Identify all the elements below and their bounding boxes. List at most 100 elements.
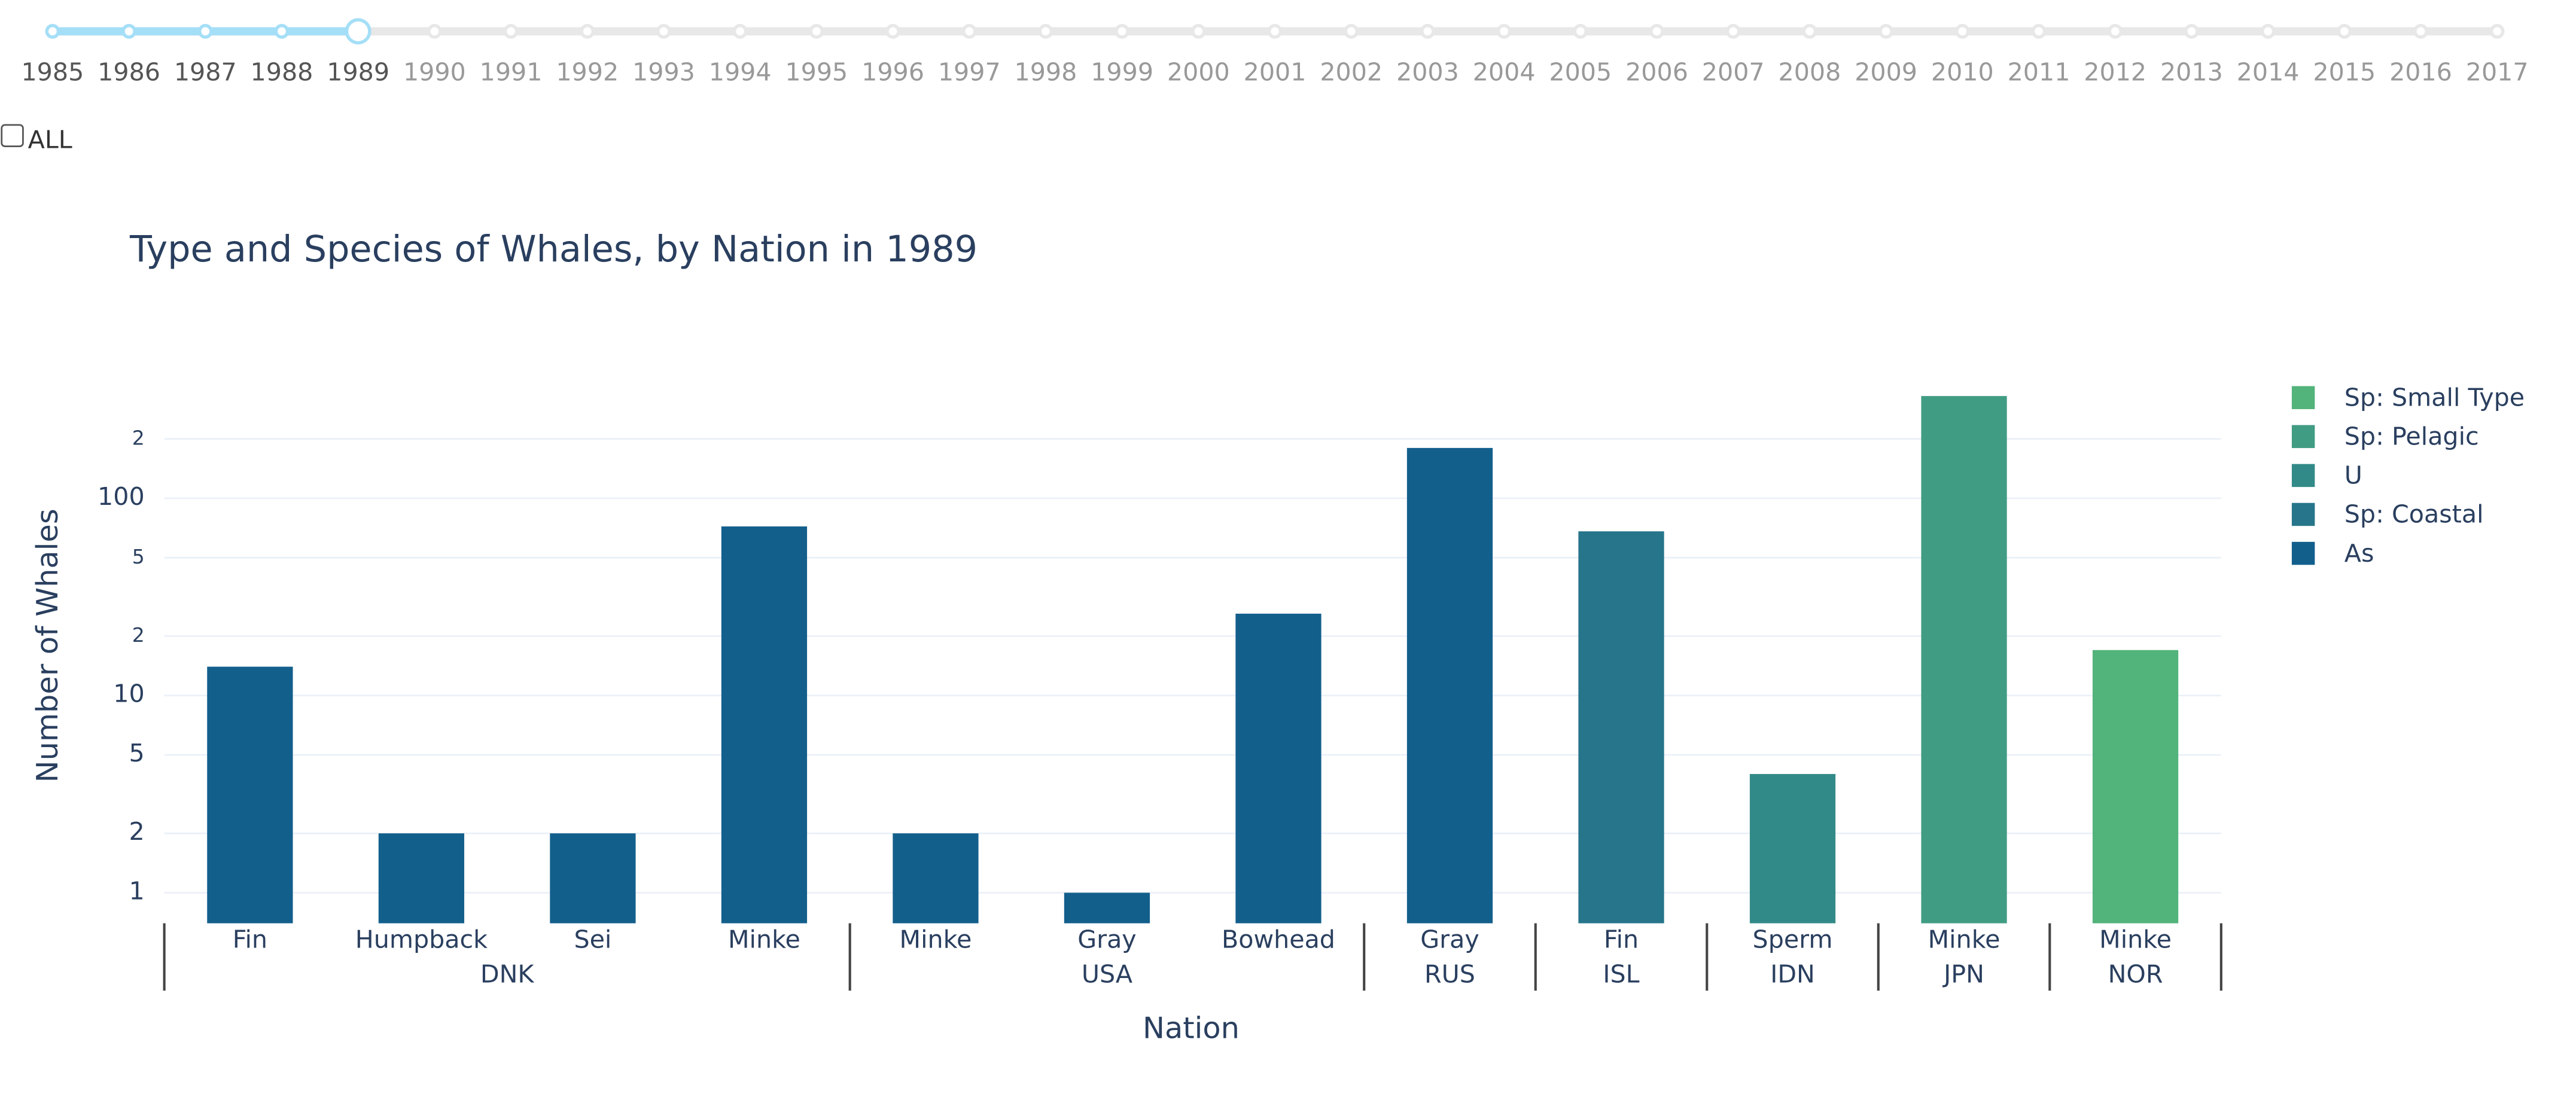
legend-swatch[interactable] bbox=[2291, 425, 2315, 449]
slider-year-label[interactable]: 2001 bbox=[1244, 58, 1307, 87]
legend-swatch[interactable] bbox=[2291, 386, 2315, 409]
slider-step[interactable] bbox=[45, 23, 60, 39]
y-tick-label: 2 bbox=[132, 623, 145, 647]
bar bbox=[1406, 447, 1493, 924]
slider-step[interactable] bbox=[2031, 23, 2047, 39]
x-tick-label: Sei bbox=[574, 925, 611, 954]
slider-step[interactable] bbox=[2489, 23, 2505, 39]
legend-swatch[interactable] bbox=[2291, 541, 2315, 565]
bar bbox=[550, 833, 636, 924]
slider-step[interactable] bbox=[121, 23, 136, 39]
y-tick-label: 1 bbox=[129, 876, 144, 905]
slider-step[interactable] bbox=[2108, 23, 2123, 39]
legend-label[interactable]: Sp: Coastal bbox=[2344, 500, 2484, 529]
x-group-label: RUS bbox=[1424, 959, 1475, 988]
legend-swatch[interactable] bbox=[2291, 464, 2315, 488]
y-tick-label: 10 bbox=[113, 680, 144, 708]
slider-year-label[interactable]: 2002 bbox=[1320, 58, 1383, 87]
slider-year-label[interactable]: 1998 bbox=[1015, 58, 1077, 87]
bar bbox=[2092, 650, 2179, 924]
slider-step[interactable] bbox=[656, 23, 671, 39]
slider-year-label[interactable]: 1986 bbox=[98, 58, 160, 87]
slider-year-label[interactable]: 2010 bbox=[1931, 58, 1994, 87]
slider-step[interactable] bbox=[2337, 23, 2352, 39]
slider-year-label[interactable]: 1992 bbox=[556, 58, 619, 87]
legend-label[interactable]: U bbox=[2344, 461, 2362, 490]
slider-year-label[interactable]: 1999 bbox=[1091, 58, 1153, 87]
slider-step[interactable] bbox=[1190, 23, 1206, 39]
slider-step[interactable] bbox=[1649, 23, 1664, 39]
slider-step[interactable] bbox=[1267, 23, 1283, 39]
slider-step[interactable] bbox=[1344, 23, 1359, 39]
x-tick-label: Minke bbox=[1928, 925, 2000, 954]
legend-label[interactable]: Sp: Pelagic bbox=[2344, 422, 2479, 451]
slider-year-label[interactable]: 1993 bbox=[632, 58, 695, 87]
slider-year-label[interactable]: 2003 bbox=[1396, 58, 1459, 87]
slider-step[interactable] bbox=[1725, 23, 1741, 39]
bar bbox=[721, 526, 808, 924]
slider-step[interactable] bbox=[427, 23, 442, 39]
slider-step[interactable] bbox=[961, 23, 977, 39]
slider-step[interactable] bbox=[1496, 23, 1512, 39]
slider-year-label[interactable]: 2000 bbox=[1167, 58, 1230, 87]
slider-year-label[interactable]: 2011 bbox=[2008, 58, 2070, 87]
y-tick-label: 2 bbox=[129, 817, 144, 846]
slider-year-label[interactable]: 2016 bbox=[2389, 58, 2452, 87]
bar bbox=[1749, 773, 1836, 924]
slider-step[interactable] bbox=[2184, 23, 2199, 39]
x-tick-label: Fin bbox=[233, 925, 267, 954]
slider-year-label[interactable]: 2013 bbox=[2160, 58, 2223, 87]
x-group-label: ISL bbox=[1603, 959, 1639, 988]
slider-year-label[interactable]: 1995 bbox=[785, 58, 848, 87]
slider-step[interactable] bbox=[885, 23, 900, 39]
slider-step[interactable] bbox=[1115, 23, 1129, 39]
slider-step[interactable] bbox=[2413, 23, 2428, 39]
slider-step[interactable] bbox=[1420, 23, 1435, 39]
x-tick-label: Humpback bbox=[355, 925, 488, 954]
slider-step[interactable] bbox=[1802, 23, 1817, 39]
slider-step[interactable] bbox=[1878, 23, 1893, 39]
legend-swatch[interactable] bbox=[2291, 502, 2315, 526]
slider-step[interactable] bbox=[2260, 23, 2276, 39]
slider-year-label[interactable]: 1988 bbox=[251, 58, 313, 87]
slider-step[interactable] bbox=[1573, 23, 1588, 39]
legend-label[interactable]: As bbox=[2344, 539, 2374, 568]
checkbox[interactable] bbox=[1, 124, 24, 147]
y-axis-title: Number of Whales bbox=[30, 508, 65, 782]
slider-year-label[interactable]: 2015 bbox=[2313, 58, 2376, 87]
slider-step[interactable] bbox=[197, 23, 213, 39]
slider-year-label[interactable]: 2009 bbox=[1855, 58, 1917, 87]
legend-label[interactable]: Sp: Small Type bbox=[2344, 383, 2525, 412]
slider-year-label[interactable]: 1996 bbox=[861, 58, 924, 87]
slider-year-label[interactable]: 1994 bbox=[709, 58, 772, 87]
slider-year-label[interactable]: 1985 bbox=[21, 58, 84, 87]
slider-step[interactable] bbox=[503, 23, 519, 39]
slider-step[interactable] bbox=[345, 18, 372, 45]
slider-step[interactable] bbox=[1038, 23, 1053, 39]
slider-step[interactable] bbox=[274, 23, 290, 39]
slider-year-label[interactable]: 1990 bbox=[403, 58, 466, 87]
slider-year-label[interactable]: 2014 bbox=[2237, 58, 2300, 87]
slider-year-label[interactable]: 1991 bbox=[480, 58, 543, 87]
slider[interactable]: 1985 1986 1987 1988 1989 1990 1991 1992 1993 1994… bbox=[21, 18, 2529, 87]
x-tick-label: Minke bbox=[2099, 925, 2172, 954]
slider-year-label[interactable]: 1987 bbox=[174, 58, 237, 87]
slider-year-label[interactable]: 2007 bbox=[1702, 58, 1765, 87]
slider-step[interactable] bbox=[1954, 23, 1970, 39]
slider-step[interactable] bbox=[809, 23, 824, 39]
slider-year-label[interactable]: 2012 bbox=[2084, 58, 2146, 87]
slider-year-label[interactable]: 2006 bbox=[1625, 58, 1688, 87]
slider-step[interactable] bbox=[732, 23, 748, 39]
slider-step[interactable] bbox=[580, 23, 595, 39]
bar bbox=[1235, 613, 1322, 924]
x-group-label: IDN bbox=[1770, 959, 1815, 988]
x-group-label: JPN bbox=[1942, 959, 1984, 988]
slider-year-label[interactable]: 1989 bbox=[327, 58, 389, 87]
slider-year-label[interactable]: 2004 bbox=[1473, 58, 1536, 87]
slider-year-label[interactable]: 2005 bbox=[1549, 58, 1612, 87]
checkbox-label[interactable]: ALL bbox=[28, 125, 72, 154]
slider-year-label[interactable]: 2017 bbox=[2466, 58, 2529, 87]
slider-year-label[interactable]: 1997 bbox=[938, 58, 1001, 87]
x-axis-title: Nation bbox=[1143, 1011, 1240, 1046]
slider-year-label[interactable]: 2008 bbox=[1778, 58, 1841, 87]
